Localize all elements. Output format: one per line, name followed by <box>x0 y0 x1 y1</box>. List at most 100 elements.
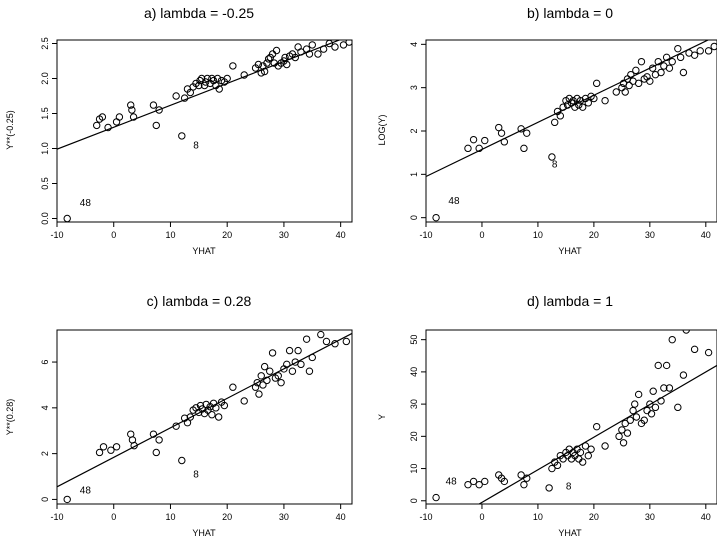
data-point <box>662 361 671 370</box>
data-point <box>668 335 676 344</box>
point-annotation: 48 <box>446 477 458 488</box>
data-point <box>339 41 348 49</box>
data-point <box>283 360 291 369</box>
data-point <box>637 57 646 66</box>
x-axis-label: YHAT <box>558 528 582 538</box>
y-tick-label: 2.0 <box>40 72 50 85</box>
data-point <box>559 103 567 111</box>
data-point <box>618 83 626 92</box>
data-point <box>500 477 509 486</box>
x-tick-label: 10 <box>533 512 543 522</box>
data-point <box>690 345 699 354</box>
data-point <box>251 383 260 391</box>
y-tick-label: 30 <box>409 399 419 409</box>
data-point <box>634 79 643 88</box>
data-point <box>682 330 690 334</box>
x-tick-label: 40 <box>336 512 346 522</box>
x-tick-label: 20 <box>589 230 599 240</box>
data-point <box>676 53 685 62</box>
data-point <box>556 112 565 120</box>
y-tick-label: 0.5 <box>40 177 50 190</box>
x-tick-label: -10 <box>50 512 63 522</box>
data-point <box>481 136 489 145</box>
panel-1: a) lambda = -0.25 -10 0 10 20 30 40 0.0 0.5 1.0 1.… <box>5 5 353 256</box>
data-point <box>621 419 629 428</box>
data-point <box>107 446 115 454</box>
data-point <box>260 362 269 371</box>
data-point <box>475 480 483 489</box>
x-tick-label: 0 <box>479 512 484 522</box>
data-point <box>297 48 305 56</box>
data-point <box>178 132 186 140</box>
x-tick-label: 10 <box>165 230 175 240</box>
data-point <box>584 451 592 460</box>
data-point <box>646 400 654 408</box>
data-point <box>285 346 294 355</box>
data-point <box>520 144 528 153</box>
data-point <box>331 340 339 348</box>
x-tick-label: 0 <box>111 230 116 240</box>
data-point <box>647 410 656 418</box>
data-point <box>548 464 556 473</box>
data-point <box>149 101 158 109</box>
data-point <box>623 429 632 437</box>
data-point <box>149 430 158 438</box>
data-point <box>152 121 160 130</box>
data-point <box>263 376 271 385</box>
data-point <box>180 94 189 102</box>
data-point <box>331 43 339 51</box>
data-point <box>500 138 509 146</box>
data-point <box>178 456 186 465</box>
data-point <box>520 480 528 489</box>
x-tick-label: 20 <box>222 230 232 240</box>
data-point <box>291 53 299 62</box>
data-point <box>260 67 269 76</box>
data-point <box>314 50 322 58</box>
data-point <box>63 214 71 222</box>
data-point <box>665 64 674 72</box>
data-point <box>283 60 291 69</box>
data-point <box>223 74 231 83</box>
data-point <box>213 74 222 83</box>
data-point <box>592 422 601 431</box>
y-axis-label: LOG(Y) <box>377 114 387 145</box>
data-point <box>481 477 489 486</box>
data-point <box>212 404 220 412</box>
x-tick-label: -10 <box>419 512 432 522</box>
data-point <box>214 413 223 421</box>
data-point <box>342 337 351 346</box>
data-point <box>629 406 637 415</box>
data-point <box>198 405 206 413</box>
x-tick-label: 20 <box>222 512 232 522</box>
data-point <box>220 401 229 410</box>
y-tick-label: 2 <box>40 451 50 456</box>
data-point <box>654 57 662 66</box>
data-point <box>584 99 592 107</box>
data-point <box>649 387 657 395</box>
data-point <box>592 79 601 88</box>
data-point <box>643 406 651 415</box>
y-tick-label: 0.0 <box>40 212 50 225</box>
data-point <box>578 103 587 111</box>
data-point <box>208 74 216 83</box>
y-tick-label: 4 <box>409 42 419 47</box>
data-point <box>305 367 314 375</box>
panel-title: d) lambda = 1 <box>527 293 613 309</box>
y-tick-label: 4 <box>40 405 50 410</box>
data-point <box>254 60 263 69</box>
data-point <box>288 367 297 375</box>
data-point <box>553 461 562 470</box>
data-point <box>548 153 556 161</box>
data-point <box>696 47 704 55</box>
plot-frame <box>56 39 353 223</box>
data-point <box>255 390 263 398</box>
data-point <box>464 480 472 489</box>
data-point <box>325 40 334 48</box>
data-point <box>319 45 328 53</box>
data-point <box>345 40 352 46</box>
x-tick-label: 10 <box>165 512 175 522</box>
data-point <box>590 94 598 103</box>
data-point <box>631 400 639 408</box>
data-point <box>266 367 274 375</box>
data-point <box>195 81 203 90</box>
